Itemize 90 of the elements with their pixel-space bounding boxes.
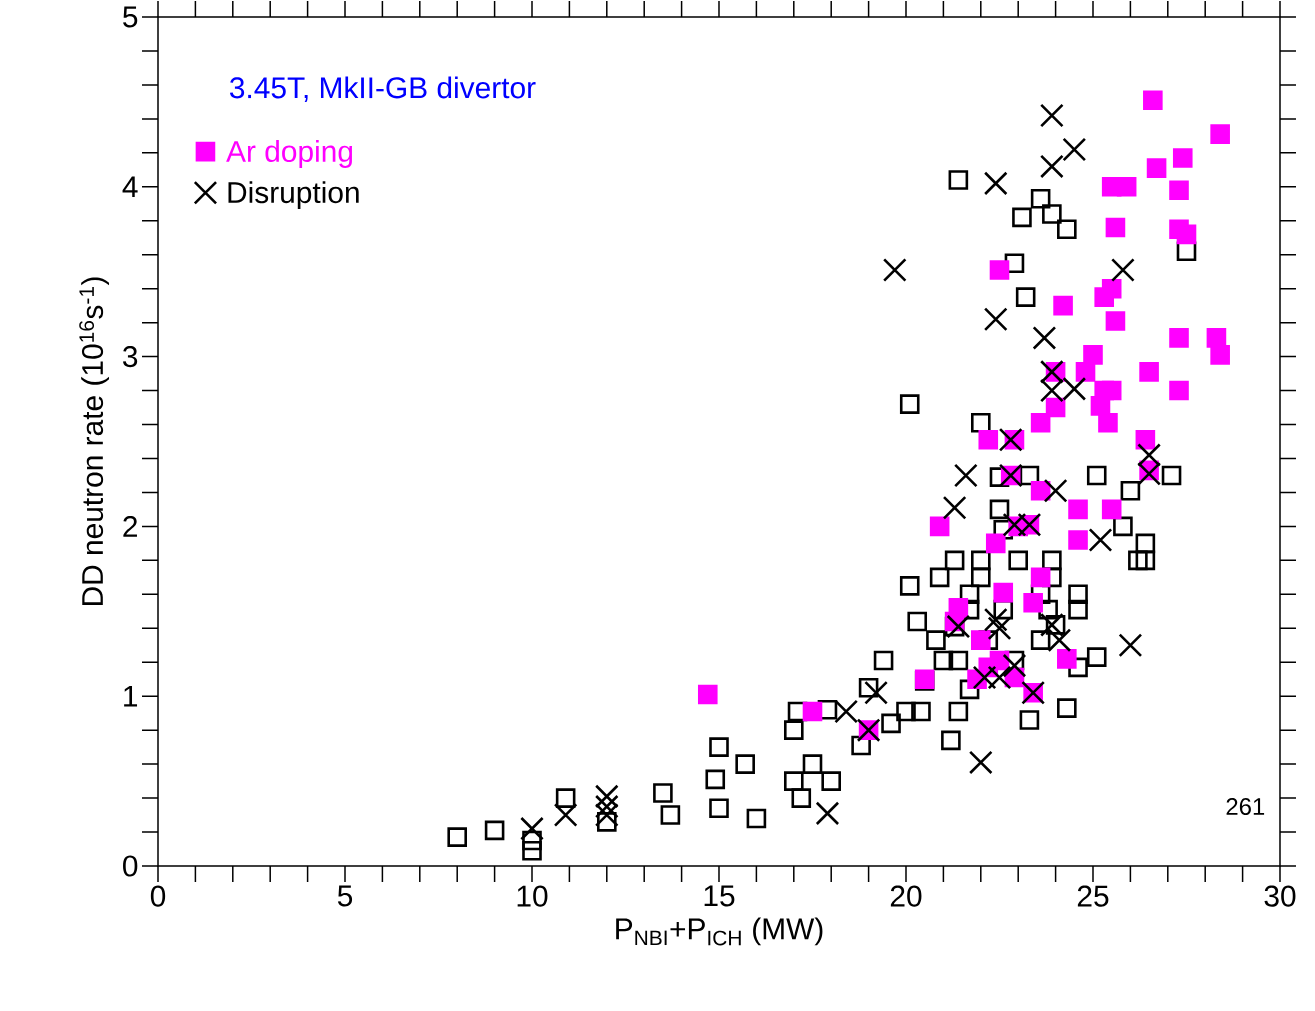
x-tick-label: 0 bbox=[150, 885, 166, 907]
y-tick-label: 4 bbox=[122, 176, 138, 198]
point bbox=[948, 598, 969, 618]
legend-label: Ar doping bbox=[226, 140, 353, 168]
point bbox=[1047, 628, 1072, 653]
point bbox=[1068, 530, 1088, 550]
point bbox=[1030, 413, 1051, 433]
point bbox=[1169, 328, 1189, 348]
point bbox=[989, 260, 1010, 280]
point bbox=[815, 801, 840, 826]
point bbox=[1039, 359, 1064, 384]
point bbox=[1039, 612, 1064, 637]
point bbox=[1039, 103, 1064, 128]
y-tick-label: 0 bbox=[123, 855, 138, 877]
point bbox=[1101, 380, 1122, 401]
point bbox=[1137, 443, 1161, 467]
point bbox=[983, 607, 1008, 632]
point bbox=[553, 803, 578, 827]
point bbox=[594, 784, 619, 809]
point bbox=[1045, 397, 1066, 418]
point bbox=[802, 701, 823, 722]
point bbox=[697, 684, 718, 705]
point bbox=[1176, 224, 1197, 245]
point bbox=[1101, 499, 1122, 520]
point bbox=[594, 794, 619, 819]
point bbox=[1053, 295, 1073, 316]
annotation: 261 bbox=[1226, 798, 1265, 816]
point bbox=[987, 665, 1012, 690]
point bbox=[520, 816, 544, 841]
point bbox=[998, 427, 1023, 452]
x-tick-label: 25 bbox=[1077, 885, 1109, 907]
x-tick-label: 30 bbox=[1264, 885, 1296, 907]
point bbox=[1210, 345, 1230, 365]
point bbox=[983, 307, 1008, 332]
point bbox=[1210, 124, 1230, 144]
point bbox=[1057, 649, 1077, 669]
point bbox=[968, 750, 993, 775]
point bbox=[946, 614, 971, 639]
point bbox=[1135, 430, 1156, 450]
annotation: 3.45T, MkII-GB divertor bbox=[229, 76, 536, 102]
point bbox=[985, 533, 1006, 554]
point bbox=[1002, 653, 1027, 678]
point bbox=[1101, 278, 1122, 299]
legend-label: Disruption bbox=[228, 181, 359, 210]
point bbox=[1169, 380, 1189, 401]
point bbox=[1043, 478, 1068, 503]
point bbox=[929, 516, 950, 537]
point bbox=[1116, 176, 1137, 197]
point bbox=[1098, 413, 1118, 433]
y-tick-label: 2 bbox=[123, 515, 137, 537]
point bbox=[953, 463, 978, 488]
x-tick-label: 5 bbox=[337, 885, 353, 907]
point bbox=[1118, 633, 1143, 658]
point bbox=[1002, 512, 1027, 537]
point bbox=[1030, 480, 1051, 501]
point bbox=[983, 171, 1008, 196]
point bbox=[1068, 499, 1088, 520]
point bbox=[864, 680, 888, 705]
point bbox=[971, 630, 991, 650]
y-axis-title: DD neutron rate (10$^{16}$s$^{-1}$) bbox=[79, 277, 110, 605]
point bbox=[1105, 217, 1126, 238]
point bbox=[1083, 345, 1103, 365]
x-axis-title: P$_{NBI}$+P$_{ICH}$ (MW) bbox=[616, 917, 823, 946]
point bbox=[594, 803, 619, 827]
point bbox=[1039, 154, 1064, 179]
point bbox=[993, 582, 1014, 603]
point bbox=[882, 258, 907, 282]
point bbox=[1062, 137, 1087, 162]
point bbox=[1146, 158, 1167, 178]
x-tick-label: 15 bbox=[704, 885, 735, 907]
point bbox=[1111, 258, 1135, 282]
x-tick-label: 10 bbox=[517, 885, 548, 907]
point bbox=[1105, 311, 1126, 331]
point bbox=[1032, 326, 1057, 350]
point bbox=[1172, 148, 1193, 168]
point bbox=[1143, 90, 1163, 110]
point bbox=[834, 699, 859, 724]
point bbox=[1139, 362, 1159, 382]
x-tick-label: 20 bbox=[890, 885, 922, 907]
y-tick-label: 3 bbox=[123, 346, 138, 368]
y-tick-label: 5 bbox=[123, 6, 138, 28]
y-tick-label: 1 bbox=[124, 685, 138, 707]
point bbox=[1169, 180, 1189, 200]
point bbox=[942, 495, 967, 520]
point bbox=[1088, 528, 1113, 552]
point bbox=[978, 430, 999, 450]
point bbox=[1030, 567, 1051, 588]
point bbox=[987, 616, 1012, 641]
point bbox=[1023, 593, 1043, 613]
point bbox=[972, 665, 997, 690]
